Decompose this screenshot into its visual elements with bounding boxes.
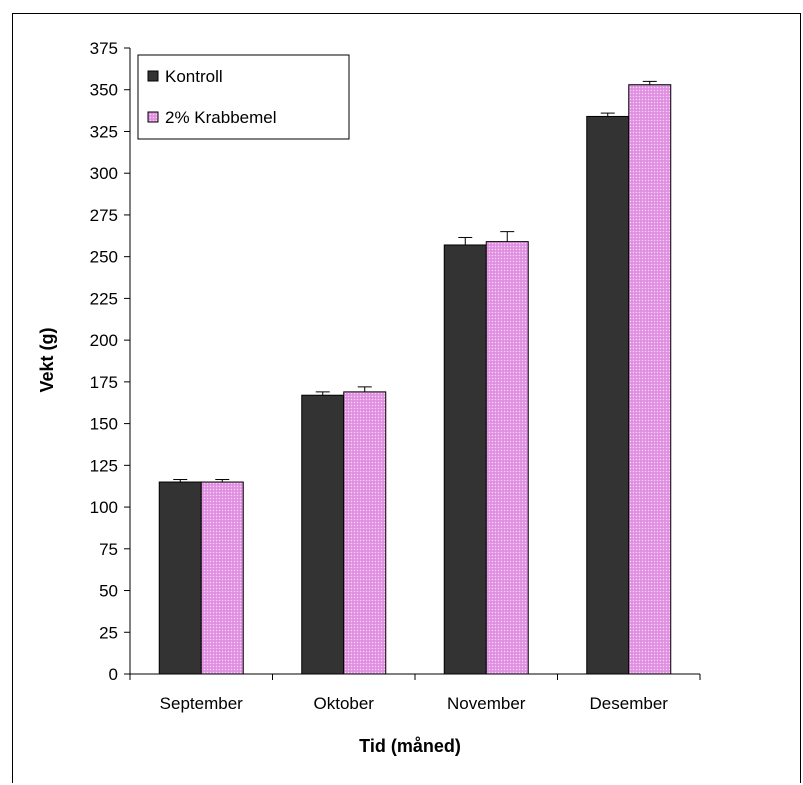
y-tick-label: 200 xyxy=(90,331,118,350)
y-tick-label: 125 xyxy=(90,456,118,475)
bar-kontroll-oktober xyxy=(301,394,345,675)
legend: Kontroll 2% Krabbemel xyxy=(137,54,350,140)
x-tick-label: Oktober xyxy=(314,694,375,713)
bar-kontroll-november xyxy=(443,244,487,675)
y-tick-label: 325 xyxy=(90,122,118,141)
bar-kontroll-september xyxy=(158,481,202,675)
y-tick-label: 225 xyxy=(90,289,118,308)
chart-frame xyxy=(12,13,801,783)
plot-area: 0 25 50 75 100 125 150 175 200 225 250 275 300 325 350… xyxy=(90,39,701,713)
y-tick-label: 150 xyxy=(90,415,118,434)
legend-swatch-kontroll xyxy=(147,70,159,82)
y-tick-label: 75 xyxy=(99,540,118,559)
y-tick-label: 275 xyxy=(90,206,118,225)
x-tick-label: September xyxy=(160,694,243,713)
bar-2-krabbemel-oktober xyxy=(343,391,387,675)
y-tick-label: 0 xyxy=(109,665,118,684)
y-axis-title: Vekt (g) xyxy=(37,327,57,392)
x-tick-label: November xyxy=(447,694,526,713)
y-tick-label: 350 xyxy=(90,81,118,100)
legend-label-kontroll: Kontroll xyxy=(165,67,223,86)
y-tick-label: 300 xyxy=(90,164,118,183)
legend-box xyxy=(137,54,350,140)
bar-2-krabbemel-september xyxy=(200,481,244,675)
bar-2-krabbemel-desember xyxy=(628,84,672,675)
x-axis-title: Tid (måned) xyxy=(359,736,461,756)
y-tick-label: 175 xyxy=(90,373,118,392)
bar-2-krabbemel-november xyxy=(485,241,529,675)
y-tick-label: 375 xyxy=(90,39,118,58)
legend-label-krabbemel: 2% Krabbemel xyxy=(165,108,277,127)
y-tick-label: 100 xyxy=(90,498,118,517)
y-tick-label: 250 xyxy=(90,248,118,267)
y-tick-label: 25 xyxy=(99,623,118,642)
legend-swatch-krabbemel xyxy=(147,111,159,123)
y-tick-label: 50 xyxy=(99,582,118,601)
bar-kontroll-desember xyxy=(586,115,630,675)
x-tick-label: Desember xyxy=(590,694,669,713)
